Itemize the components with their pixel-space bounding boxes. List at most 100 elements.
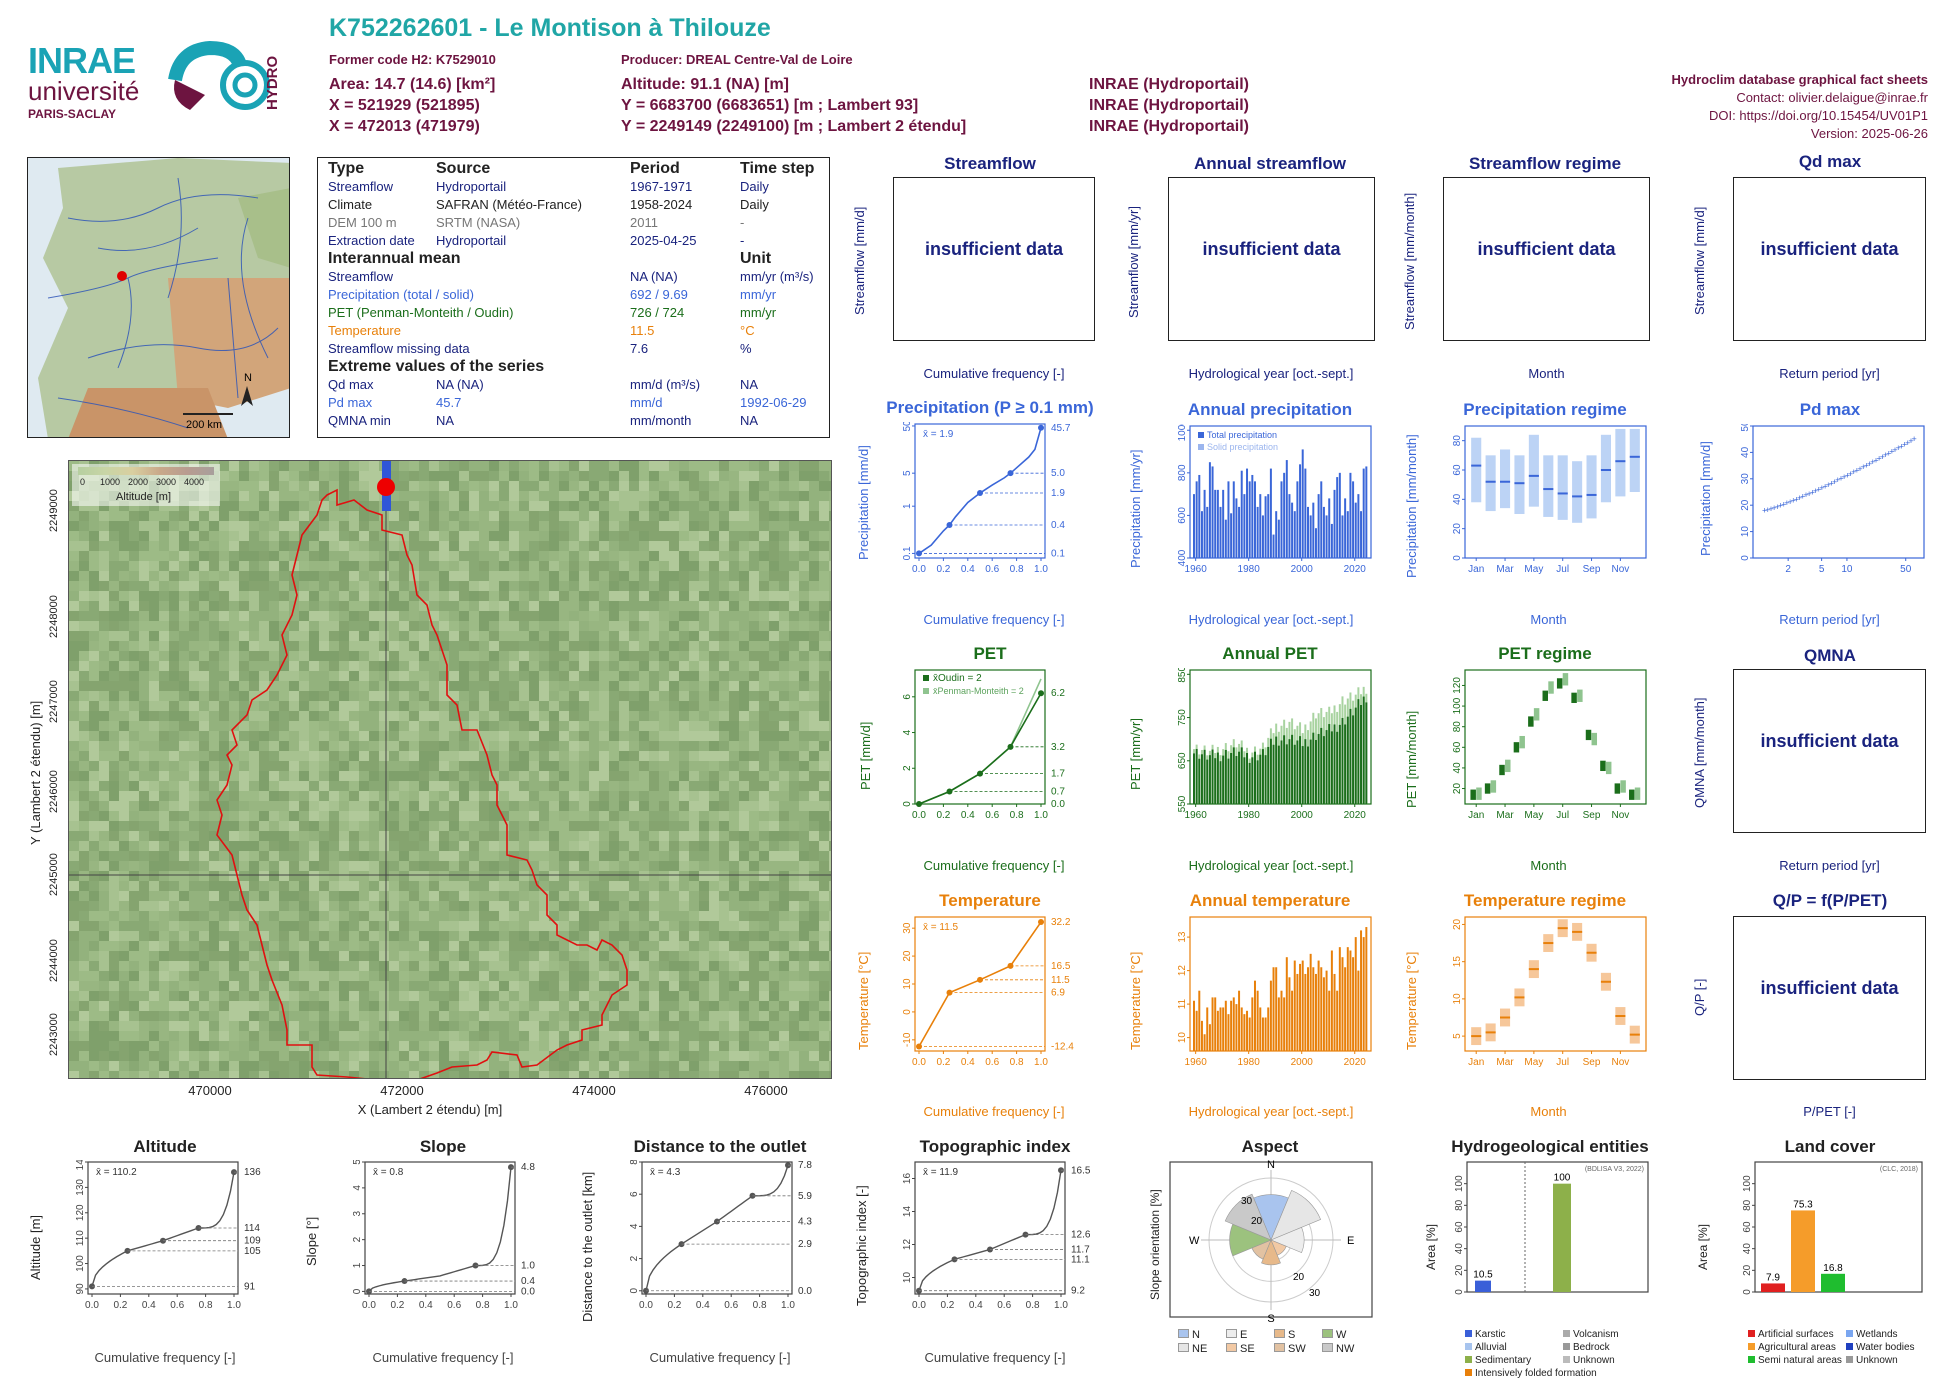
doi-link[interactable]: DOI: https://doi.org/10.15454/UV01P1 [1709, 108, 1928, 123]
dem-cell [569, 731, 579, 741]
dem-cell [279, 831, 289, 841]
dem-ytick: 2246000 [48, 770, 60, 813]
dem-cell [359, 891, 369, 901]
dem-cell [779, 481, 789, 491]
dem-cell [229, 721, 239, 731]
dem-cell [269, 471, 279, 481]
dem-cell [479, 471, 489, 481]
dem-cell [749, 1031, 759, 1041]
dem-cell [569, 691, 579, 701]
dem-cell [619, 821, 629, 831]
dem-cell [759, 681, 769, 691]
dem-cell [159, 991, 169, 1001]
dem-cell [169, 591, 179, 601]
dem-cell [329, 661, 339, 671]
dem-cell [449, 631, 459, 641]
dem-cell [369, 941, 379, 951]
dem-cell [319, 1031, 329, 1041]
dem-cell [309, 831, 319, 841]
dem-cell [249, 1031, 259, 1041]
dem-cell [519, 1031, 529, 1041]
dem-cell [439, 911, 449, 921]
dem-cell [539, 951, 549, 961]
dem-cell [829, 541, 831, 551]
dem-cell [689, 541, 699, 551]
dem-cell [619, 1071, 629, 1078]
dem-cell [729, 651, 739, 661]
dem-cell [409, 751, 419, 761]
dem-cell [289, 821, 299, 831]
dem-cell [399, 491, 409, 501]
dem-cell [409, 691, 419, 701]
dem-cell [609, 931, 619, 941]
dem-cell [429, 771, 439, 781]
dem-cell [179, 521, 189, 531]
dem-cell [579, 741, 589, 751]
dem-cell [519, 691, 529, 701]
dem-cell [799, 1021, 809, 1031]
dem-cell [809, 481, 819, 491]
dem-cell [669, 781, 679, 791]
dem-cell [789, 631, 799, 641]
dem-cell [149, 941, 159, 951]
dem-cell [789, 1041, 799, 1051]
dem-cell [339, 601, 349, 611]
dem-cell [719, 831, 729, 841]
dem-cell [709, 941, 719, 951]
dem-cell [789, 661, 799, 671]
dem-cell [369, 771, 379, 781]
dem-cell [379, 801, 389, 811]
dem-cell [719, 1011, 729, 1021]
dem-cell [369, 741, 379, 751]
dem-cell [779, 1011, 789, 1021]
dem-cell [369, 461, 379, 471]
dem-cell [779, 551, 789, 561]
dem-cell [199, 991, 209, 1001]
dem-cell [309, 1071, 319, 1078]
dem-cell [479, 851, 489, 861]
dem-cell [469, 721, 479, 731]
dem-cell [589, 951, 599, 961]
dem-cell [399, 1071, 409, 1078]
dem-cell [189, 1021, 199, 1031]
dem-cell [579, 591, 589, 601]
dem-cell [379, 721, 389, 731]
dem-cell [189, 801, 199, 811]
dem-cell [109, 571, 119, 581]
dem-cell [349, 751, 359, 761]
dem-cell [819, 821, 829, 831]
dem-cell [489, 991, 499, 1001]
dem-cell [419, 961, 429, 971]
dem-cell [729, 581, 739, 591]
annual-streamflow-insufficient: insufficient data [1202, 239, 1341, 259]
dem-cell [799, 1031, 809, 1041]
dem-cell [199, 911, 209, 921]
dem-cell [779, 651, 789, 661]
dem-cell [669, 531, 679, 541]
dem-cell [659, 1041, 669, 1051]
dem-cell [639, 931, 649, 941]
dem-cell [439, 631, 449, 641]
dem-cell [99, 811, 109, 821]
dem-cell [559, 751, 569, 761]
dem-cell [679, 901, 689, 911]
dem-cell [729, 691, 739, 701]
dem-cell [89, 601, 99, 611]
dem-cell [519, 461, 529, 471]
dem-cell [659, 1001, 669, 1011]
dem-cell [469, 871, 479, 881]
dem-cell [689, 1011, 699, 1021]
dem-cell [789, 611, 799, 621]
dem-cell [679, 771, 689, 781]
dem-cell [709, 601, 719, 611]
dem-cell [239, 531, 249, 541]
dem-cell [629, 631, 639, 641]
dem-cell [829, 961, 831, 971]
dem-cell [159, 1011, 169, 1021]
dem-cell [119, 761, 129, 771]
dem-cell [299, 831, 309, 841]
dem-cell [479, 591, 489, 601]
dem-cell [499, 901, 509, 911]
dem-cell [799, 801, 809, 811]
dem-cell [789, 891, 799, 901]
